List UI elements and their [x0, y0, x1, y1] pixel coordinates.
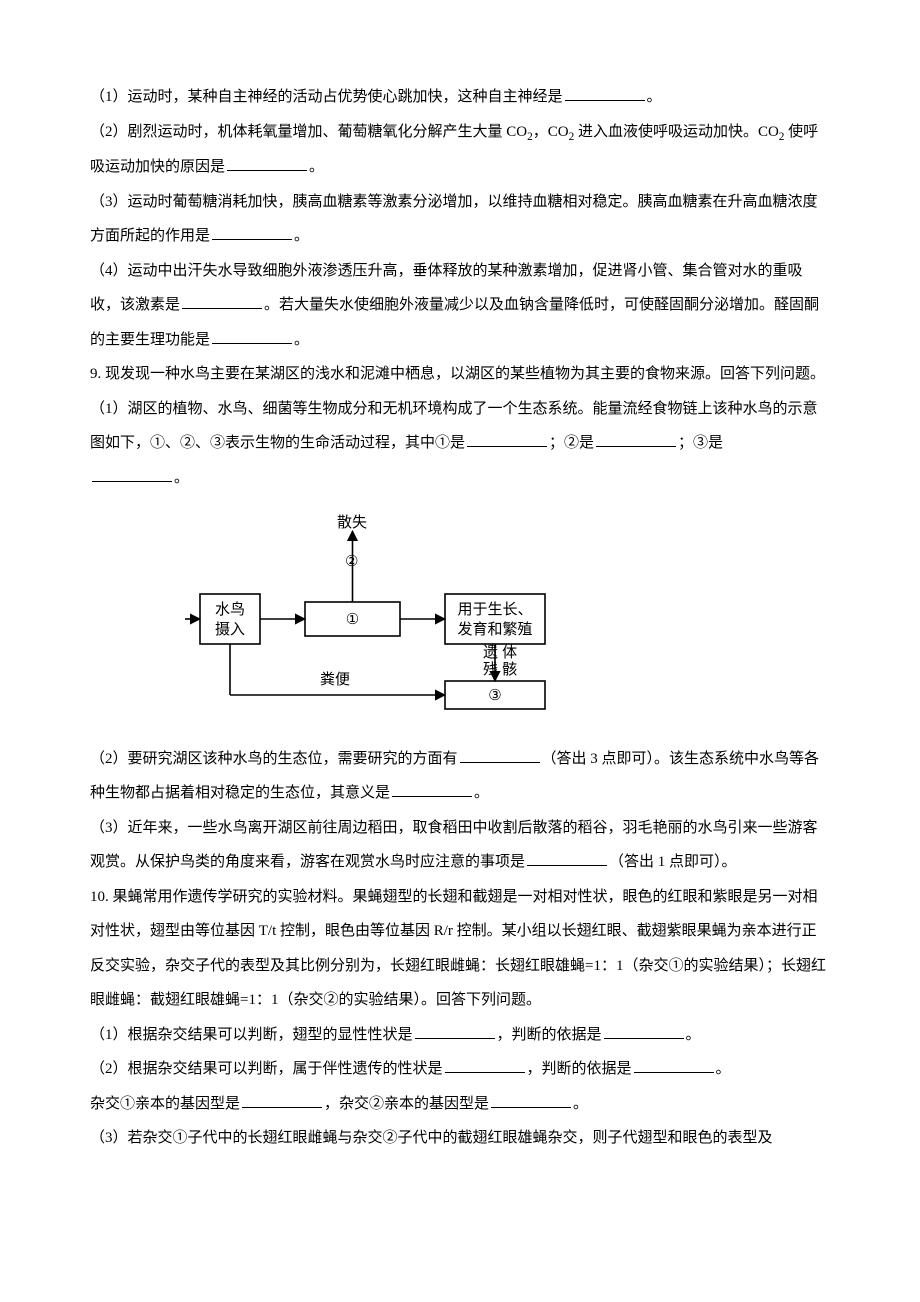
q10-p2-c: 。 — [716, 1061, 731, 1077]
blank — [467, 432, 547, 447]
q10-p2-a: （2）根据杂交结果可以判断，属于伴性遗传的性状是 — [90, 1061, 443, 1077]
q9-p1-c: ；③是 — [678, 435, 723, 451]
q9-stem: 9. 现发现一种水鸟主要在某湖区的浅水和泥滩中栖息，以湖区的某些植物为其主要的食… — [90, 357, 830, 392]
blank — [242, 1093, 322, 1108]
q8-p2-c: 进入血液使呼吸运动加快。CO — [574, 124, 779, 140]
blank — [460, 748, 540, 763]
blank — [527, 851, 607, 866]
blank — [415, 1024, 495, 1039]
q10-stem: 10. 果蝇常用作遗传学研究的实验材料。果蝇翅型的长翅和截翅是一对相对性状，眼色… — [90, 880, 830, 1018]
blank — [565, 86, 645, 101]
subscript: 2 — [779, 131, 785, 143]
blank — [491, 1093, 571, 1108]
q8-p3-b: 。 — [294, 228, 309, 244]
q10-p1: （1）根据杂交结果可以判断，翅型的显性性状是 ，判断的依据是 。 — [90, 1018, 830, 1053]
q10-p2-b: ，判断的依据是 — [527, 1061, 632, 1077]
svg-text:摄入: 摄入 — [215, 621, 245, 638]
q8-p1-b: 。 — [647, 89, 662, 105]
q8-p1: （1）运动时，某种自主神经的活动占优势使心跳加快，这种自主神经是 。 — [90, 80, 830, 115]
q8-p3-a: （3）运动时葡萄糖消耗加快，胰高血糖素等激素分泌增加，以维持血糖相对稳定。胰高血… — [90, 194, 818, 245]
svg-text:③: ③ — [488, 687, 501, 704]
energy-flow-diagram: 水鸟摄入①用于生长、发育和繁殖③散失②粪便遗 体残 骸 — [185, 509, 830, 728]
q8-p4-c: 。 — [294, 332, 309, 348]
q10-p1-a: （1）根据杂交结果可以判断，翅型的显性性状是 — [90, 1027, 413, 1043]
q9-p1-b: ；②是 — [549, 435, 594, 451]
q10-p3: （3）若杂交①子代中的长翅红眼雌蝇与杂交②子代中的截翅红眼雄蝇杂交，则子代翅型和… — [90, 1121, 830, 1156]
q8-p2: （2）剧烈运动时，机体耗氧量增加、葡萄糖氧化分解产生大量 CO2，CO2 进入血… — [90, 115, 830, 185]
q10-p2-e: ，杂交②亲本的基因型是 — [324, 1096, 489, 1112]
q10-p2-f: 。 — [573, 1096, 588, 1112]
svg-text:遗 体: 遗 体 — [483, 644, 517, 661]
q10-p1-b: ，判断的依据是 — [497, 1027, 602, 1043]
q9-p1: （1）湖区的植物、水鸟、细菌等生物成分和无机环境构成了一个生态系统。能量流经食物… — [90, 392, 830, 496]
q9-p3: （3）近年来，一些水鸟离开湖区前往周边稻田，取食稻田中收割后散落的稻谷，羽毛艳丽… — [90, 811, 830, 880]
blank — [92, 467, 172, 482]
q8-p1-a: （1）运动时，某种自主神经的活动占优势使心跳加快，这种自主神经是 — [90, 89, 563, 105]
blank — [212, 329, 292, 344]
blank — [596, 432, 676, 447]
q10-p2-d: 杂交①亲本的基因型是 — [90, 1096, 240, 1112]
blank — [212, 225, 292, 240]
blank — [634, 1058, 714, 1073]
svg-text:①: ① — [346, 611, 359, 628]
q8-p2-e: 。 — [309, 159, 324, 175]
q9-p3-b: （答出 1 点即可）。 — [609, 854, 737, 870]
svg-text:粪便: 粪便 — [320, 671, 350, 688]
svg-text:水鸟: 水鸟 — [215, 601, 245, 618]
q9-p1-d: 。 — [174, 470, 189, 486]
svg-text:散失: 散失 — [337, 514, 367, 531]
q10-p1-c: 。 — [686, 1027, 701, 1043]
q9-p2: （2）要研究湖区该种水鸟的生态位，需要研究的方面有（答出 3 点即可）。该生态系… — [90, 742, 830, 811]
svg-text:残 骸: 残 骸 — [483, 661, 517, 678]
q9-p2-a: （2）要研究湖区该种水鸟的生态位，需要研究的方面有 — [90, 751, 458, 767]
q9-p2-c: 。 — [474, 785, 489, 801]
svg-text:用于生长、: 用于生长、 — [457, 601, 532, 618]
blank — [392, 782, 472, 797]
blank — [182, 294, 262, 309]
q10-p2: （2）根据杂交结果可以判断，属于伴性遗传的性状是，判断的依据是。 杂交①亲本的基… — [90, 1052, 830, 1121]
svg-text:发育和繁殖: 发育和繁殖 — [457, 621, 532, 638]
q8-p2-a: （2）剧烈运动时，机体耗氧量增加、葡萄糖氧化分解产生大量 CO — [90, 124, 527, 140]
q8-p4: （4）运动中出汗失水导致细胞外液渗透压升高，垂体释放的某种激素增加，促进肾小管、… — [90, 254, 830, 358]
q8-p3: （3）运动时葡萄糖消耗加快，胰高血糖素等激素分泌增加，以维持血糖相对稳定。胰高血… — [90, 185, 830, 254]
q8-p2-b: ，CO — [533, 124, 569, 140]
blank — [227, 156, 307, 171]
blank — [604, 1024, 684, 1039]
blank — [445, 1058, 525, 1073]
